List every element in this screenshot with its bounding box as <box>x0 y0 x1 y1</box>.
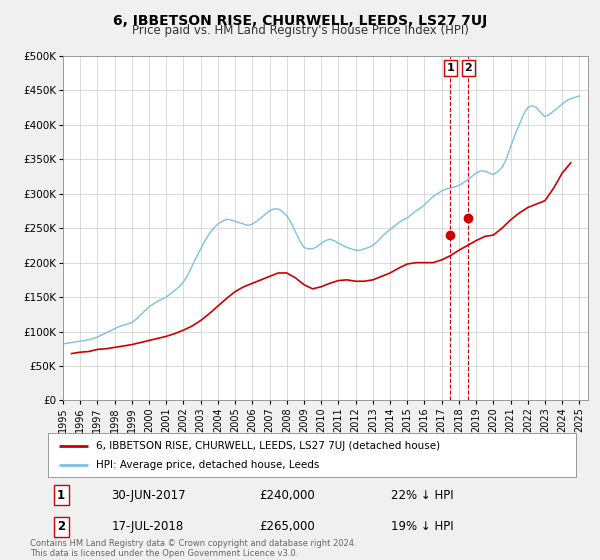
Text: 22% ↓ HPI: 22% ↓ HPI <box>391 488 454 502</box>
Text: Price paid vs. HM Land Registry's House Price Index (HPI): Price paid vs. HM Land Registry's House … <box>131 24 469 37</box>
Text: 6, IBBETSON RISE, CHURWELL, LEEDS, LS27 7UJ: 6, IBBETSON RISE, CHURWELL, LEEDS, LS27 … <box>113 14 487 28</box>
Text: 2: 2 <box>464 63 472 73</box>
Text: HPI: Average price, detached house, Leeds: HPI: Average price, detached house, Leed… <box>95 460 319 470</box>
Text: 2: 2 <box>57 520 65 534</box>
Text: 1: 1 <box>57 488 65 502</box>
Text: 6, IBBETSON RISE, CHURWELL, LEEDS, LS27 7UJ (detached house): 6, IBBETSON RISE, CHURWELL, LEEDS, LS27 … <box>95 441 440 451</box>
Text: 19% ↓ HPI: 19% ↓ HPI <box>391 520 454 534</box>
Text: £265,000: £265,000 <box>259 520 315 534</box>
Text: 30-JUN-2017: 30-JUN-2017 <box>112 488 186 502</box>
Text: 17-JUL-2018: 17-JUL-2018 <box>112 520 184 534</box>
Text: 1: 1 <box>446 63 454 73</box>
Text: Contains HM Land Registry data © Crown copyright and database right 2024.
This d: Contains HM Land Registry data © Crown c… <box>30 539 356 558</box>
Text: £240,000: £240,000 <box>259 488 315 502</box>
